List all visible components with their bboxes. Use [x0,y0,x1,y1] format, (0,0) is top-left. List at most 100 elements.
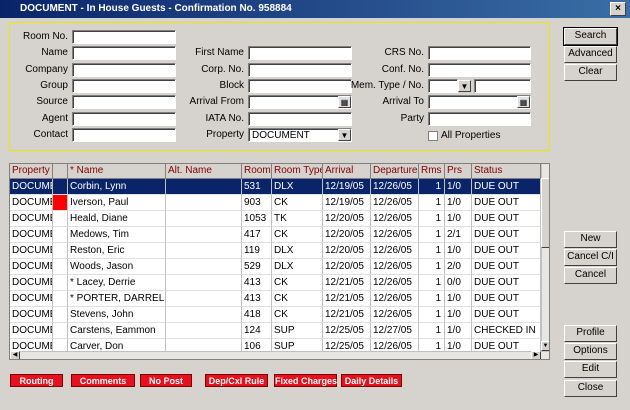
input[interactable] [72,30,176,44]
checkbox[interactable] [428,131,438,141]
cell: CK [272,275,323,291]
cell: Woods, Jason [68,259,166,275]
red-button[interactable]: Dep/Cxl Rule [205,374,268,387]
cell: 2/0 [445,259,472,275]
input[interactable] [248,63,352,77]
cell: 12/19/05 [323,195,371,211]
cell: 413 [242,291,272,307]
cell: 12/26/05 [371,291,419,307]
cell: DOCUME [10,291,53,307]
table-row[interactable]: DOCUME Reston, Eric 119 DLX 12/20/05 12/26/05… [10,243,541,259]
close-window[interactable]: × [610,2,626,16]
input[interactable] [428,112,531,126]
cell: 1/0 [445,179,472,195]
dropdown-button[interactable]: ▼ [458,80,471,92]
cell: DUE OUT [472,211,541,227]
input[interactable] [72,79,176,93]
input[interactable] [72,128,176,142]
table-row[interactable]: DOCUME Woods, Jason 529 DLX 12/20/05 12/26/05… [10,259,541,275]
table-row[interactable]: DOCUME * PORTER, DARREL 413 CK 12/21/05 12/26… [10,291,541,307]
input[interactable] [474,79,531,93]
cell: DOCUME [10,211,53,227]
table-row[interactable]: DOCUME Iverson, Paul 903 CK 12/19/05 12/26/05… [10,195,541,211]
input[interactable] [428,95,531,109]
column-header: Departure [371,164,419,179]
cell: DUE OUT [472,179,541,195]
cell: 1/0 [445,291,472,307]
input[interactable] [428,46,531,60]
cell [166,291,242,307]
input[interactable]: DOCUMENT [248,128,352,142]
button[interactable]: Edit [564,361,617,378]
red-button[interactable]: Comments [71,374,135,387]
cell: DUE OUT [472,307,541,323]
button[interactable]: Profile [564,325,617,342]
input[interactable] [72,95,176,109]
column-header: * Name [68,164,166,179]
button[interactable]: Options [564,343,617,360]
column-header: Arrival [323,164,371,179]
cell [166,339,242,351]
cell [166,259,242,275]
column-header: Prs [445,164,472,179]
red-button[interactable]: Daily Details [341,374,402,387]
table-row[interactable]: DOCUME Heald, Diane 1053 TK 12/20/05 12/26/05… [10,211,541,227]
input[interactable] [248,46,352,60]
cell [166,323,242,339]
vertical-scrollbar [541,164,549,351]
scroll-down[interactable]: ▼ [541,341,549,351]
scroll-right[interactable]: ▶ [531,351,541,359]
field-label: Arrival From [189,96,244,107]
button[interactable]: Search [563,27,618,46]
cell: 12/20/05 [323,227,371,243]
flag-cell [53,211,68,227]
button[interactable]: Cancel C/I [564,249,617,266]
input[interactable] [72,46,176,60]
red-button[interactable]: Routing [10,374,63,387]
table-row[interactable]: DOCUME Carver, Don 106 SUP 12/25/05 12/26/05 1… [10,339,541,351]
input[interactable] [72,63,176,77]
table-row[interactable]: DOCUME Carstens, Eammon 124 SUP 12/25/05 12/2… [10,323,541,339]
flag-cell [53,179,68,195]
cell: 12/26/05 [371,307,419,323]
cell: 12/26/05 [371,259,419,275]
flag-cell [53,259,68,275]
input[interactable] [428,79,458,93]
cell: 1 [419,195,445,211]
cell: Carstens, Eammon [68,323,166,339]
input[interactable] [248,79,352,93]
dropdown-button[interactable]: ▼ [338,129,351,141]
table-row[interactable]: DOCUME * Lacey, Derrie 413 CK 12/21/05 12/26/… [10,275,541,291]
cell [166,275,242,291]
field-label: Corp. No. [201,64,244,75]
cell: 119 [242,243,272,259]
cell: Reston, Eric [68,243,166,259]
field-label: Company [25,64,68,75]
table-row[interactable]: DOCUME Corbin, Lynn 531 DLX 12/19/05 12/26/05… [10,179,541,195]
calendar-button[interactable]: ▦ [517,96,530,108]
cell: 1 [419,339,445,351]
horizontal-scrollbar [10,351,549,359]
cell: DLX [272,259,323,275]
input[interactable] [428,63,531,77]
scroll-thumb[interactable] [541,178,549,248]
scroll-left[interactable]: ◀ [10,351,20,359]
input[interactable] [72,112,176,126]
table-row[interactable]: DOCUME Stevens, John 418 CK 12/21/05 12/26/05… [10,307,541,323]
button[interactable]: Cancel [564,267,617,284]
red-button[interactable]: Fixed Charges [274,374,338,387]
table-row[interactable]: DOCUME Medows, Tim 417 CK 12/20/05 12/26/05 1 2… [10,227,541,243]
red-button[interactable]: No Post [140,374,192,387]
button[interactable]: Close [564,380,617,397]
input[interactable] [248,95,352,109]
button[interactable]: New [564,231,617,248]
button[interactable]: Clear [564,64,617,81]
calendar-button[interactable]: ▦ [338,96,351,108]
button[interactable]: Advanced [564,46,617,63]
cell: CK [272,227,323,243]
cell: 106 [242,339,272,351]
input[interactable] [248,112,352,126]
cell [166,307,242,323]
flag-cell [53,227,68,243]
cell [166,195,242,211]
